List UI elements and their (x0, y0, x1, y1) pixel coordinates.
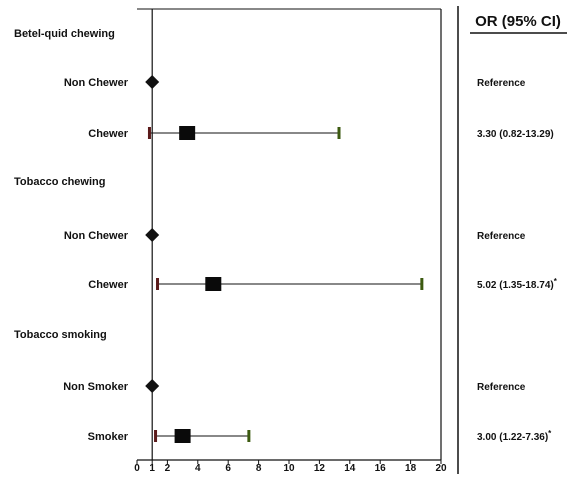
row: Betel-quid chewing (14, 28, 115, 40)
ci-lower-cap (147, 127, 151, 139)
ci-upper-cap (420, 278, 424, 290)
x-tick-label: 10 (283, 463, 295, 474)
x-tick-label: 8 (256, 463, 262, 474)
row: Non Smoker Reference (63, 379, 526, 393)
or-value: 3.30 (0.82-13.29) (477, 129, 554, 140)
row-label: Non Smoker (63, 381, 129, 393)
reference-marker (145, 228, 160, 242)
row: Non Chewer Reference (64, 75, 526, 89)
x-tick-label: 14 (344, 463, 356, 474)
row: Chewer 3.30 (0.82-13.29) (88, 126, 554, 140)
row: Tobacco chewing (14, 176, 105, 188)
significance-marker: * (548, 429, 552, 438)
ci-upper-cap (337, 127, 341, 139)
x-tick-label: 18 (405, 463, 417, 474)
x-axis: 0 1 2 4 6 8 10 12 14 16 18 20 (134, 459, 447, 474)
row-label: Non Chewer (64, 77, 129, 89)
ci-upper-cap (247, 430, 251, 442)
group-label: Betel-quid chewing (14, 28, 115, 40)
x-tick-label: 6 (225, 463, 231, 474)
row: Smoker 3.00 (1.22-7.36)* (88, 429, 552, 443)
row-label: Chewer (88, 279, 128, 291)
row-label: Smoker (88, 431, 129, 443)
odds-ratio-marker (174, 429, 191, 443)
group-label: Tobacco smoking (14, 329, 107, 341)
x-tick-label: 2 (165, 463, 171, 474)
row: Non Chewer Reference (64, 228, 526, 242)
x-tick-label: 20 (435, 463, 447, 474)
or-value: Reference (477, 382, 526, 393)
or-value: Reference (477, 78, 526, 89)
or-column-header: OR (95% CI) (475, 13, 561, 30)
odds-ratio-marker (205, 277, 222, 291)
row-label: Chewer (88, 128, 128, 140)
row: Chewer 5.02 (1.35-18.74)* (88, 277, 558, 291)
x-tick-label: 1 (149, 463, 155, 474)
row-label: Non Chewer (64, 230, 129, 242)
significance-marker: * (554, 277, 558, 286)
x-tick-label: 0 (134, 463, 140, 474)
reference-marker (145, 379, 160, 393)
row: Tobacco smoking (14, 329, 107, 341)
ci-lower-cap (156, 278, 160, 290)
group-label: Tobacco chewing (14, 176, 105, 188)
or-value: 5.02 (1.35-18.74)* (477, 277, 558, 291)
x-tick-label: 12 (314, 463, 326, 474)
or-value: Reference (477, 231, 526, 242)
ci-lower-cap (154, 430, 158, 442)
plot-rows: Betel-quid chewing Non Chewer Reference Che… (14, 28, 558, 443)
reference-marker (145, 75, 160, 89)
or-value: 3.00 (1.22-7.36)* (477, 429, 552, 443)
plot-frame (137, 6, 459, 474)
odds-ratio-marker (179, 126, 196, 140)
x-tick-label: 4 (195, 463, 201, 474)
x-tick-label: 16 (375, 463, 387, 474)
